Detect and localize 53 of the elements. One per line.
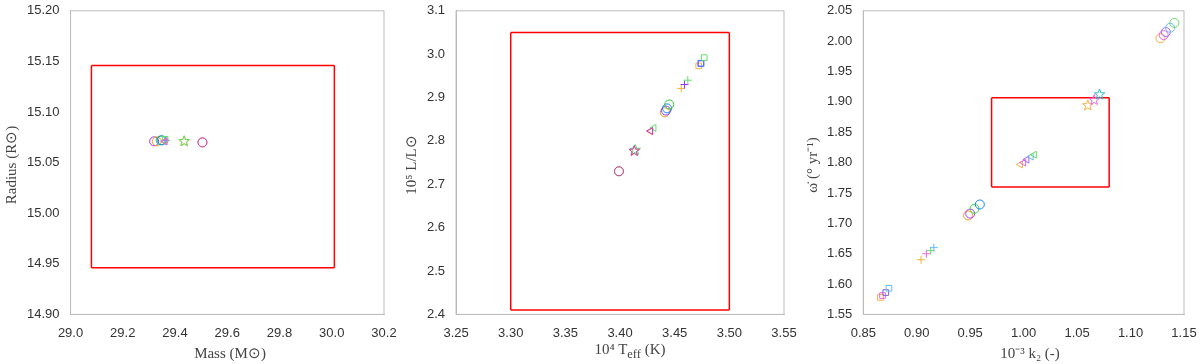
y-tick-label: 1.90 <box>826 93 853 109</box>
y-tick-label: 1.55 <box>826 305 853 321</box>
x-tick-label: 29.8 <box>266 324 293 340</box>
x-tick-label: 1.10 <box>1117 324 1144 340</box>
x-tick-label: 3.55 <box>771 324 797 340</box>
y-tick-label: 15.15 <box>26 52 60 68</box>
x-tick-label: 3.25 <box>443 324 469 340</box>
y-tick-label: 2.4 <box>426 305 446 321</box>
y-tick-label: 14.90 <box>26 305 60 321</box>
x-tick-label: 1.05 <box>1064 324 1090 340</box>
y-tick-label: 2.9 <box>426 89 446 105</box>
y-tick-label: 2.8 <box>426 132 446 148</box>
x-tick-label: 0.95 <box>957 324 983 340</box>
y-tick-label: 3.0 <box>426 45 446 61</box>
y-tick-label: 1.95 <box>826 63 853 79</box>
x-tick-label: 3.40 <box>607 324 633 340</box>
x-tick-label: 29.2 <box>110 324 136 340</box>
y-tick-label: 2.7 <box>426 175 446 191</box>
y-tick-label: 15.05 <box>26 154 60 170</box>
y-tick-label: 15.00 <box>26 204 60 220</box>
y-tick-label: 2.5 <box>426 262 446 278</box>
x-tick-label: 1.00 <box>1010 324 1037 340</box>
y-tick-label: 2.05 <box>826 2 853 18</box>
x-tick-label: 3.45 <box>662 324 688 340</box>
x-axis-title: 10⁴ T$_{eff}$ (K) <box>593 341 667 362</box>
x-tick-label: 3.35 <box>552 324 579 340</box>
x-tick-label: 3.50 <box>716 324 742 340</box>
y-tick-label: 14.95 <box>26 255 60 271</box>
x-tick-label: 30.2 <box>371 324 397 340</box>
x-tick-label: 29.0 <box>57 324 84 340</box>
y-tick-label: 3.1 <box>426 2 446 18</box>
y-tick-label: 1.70 <box>826 214 853 230</box>
y-tick-label: 1.75 <box>826 184 853 200</box>
x-tick-label: 29.6 <box>214 324 240 340</box>
y-tick-label: 15.20 <box>26 2 60 18</box>
y-tick-label: 2.6 <box>426 219 446 235</box>
x-tick-label: 1.15 <box>1171 324 1197 340</box>
y-tick-label: 1.65 <box>826 245 853 261</box>
y-tick-label: 2.00 <box>826 32 853 48</box>
y-axis-title: Radius (R⊙) <box>2 125 20 205</box>
y-axis-title: 10⁵ L/L⊙ <box>402 135 420 195</box>
x-tick-label: 3.30 <box>498 324 524 340</box>
y-tick-label: 15.10 <box>26 103 60 119</box>
x-tick-label: 0.90 <box>904 324 930 340</box>
x-tick-label: 29.4 <box>162 324 188 340</box>
x-axis-title: 10⁻³ k₂ (-) <box>999 344 1061 362</box>
y-tick-label: 1.85 <box>826 123 853 139</box>
x-tick-label: 0.85 <box>850 324 876 340</box>
x-tick-label: 30.0 <box>319 324 345 340</box>
y-tick-label: 1.60 <box>826 275 853 291</box>
x-axis-title: Mass (M⊙) <box>193 344 267 362</box>
y-axis-title: ω̇ (° yr⁻¹) <box>803 137 821 193</box>
y-tick-label: 1.80 <box>826 154 853 170</box>
